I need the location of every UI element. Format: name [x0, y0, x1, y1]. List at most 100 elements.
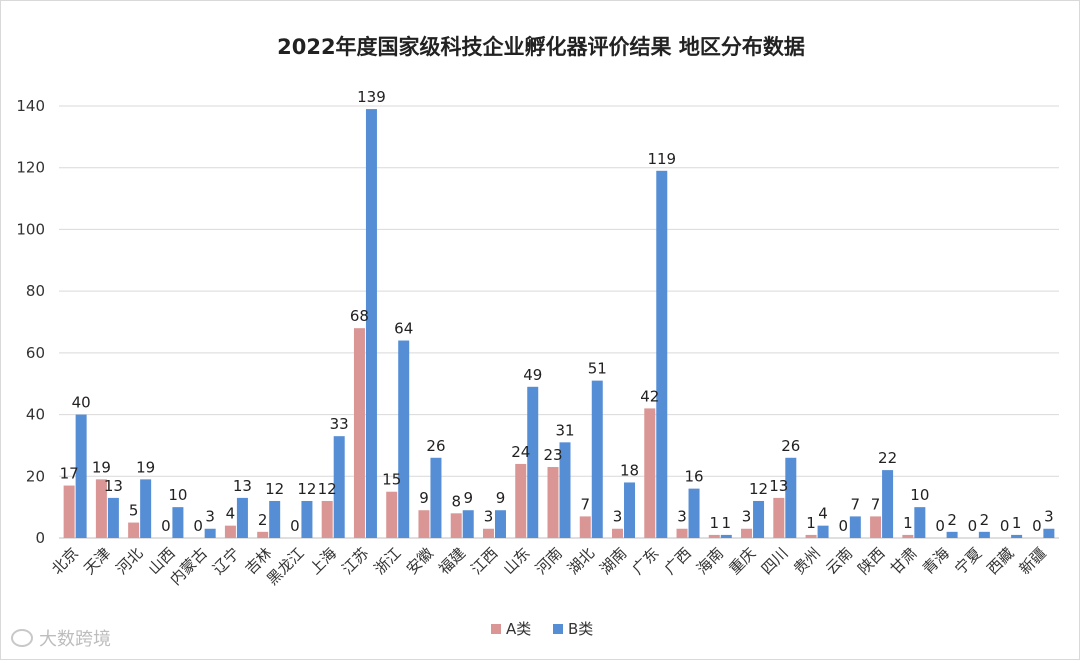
x-tick-label: 河北: [113, 544, 147, 578]
watermark: 大数跨境: [11, 625, 111, 651]
data-label: 18: [620, 461, 639, 479]
y-tick-label: 120: [16, 159, 45, 177]
bar-b: [882, 470, 894, 538]
y-tick-label: 100: [16, 220, 45, 238]
bar-a: [321, 500, 333, 538]
data-label: 9: [496, 489, 506, 507]
bar-a: [805, 534, 817, 538]
bar-b: [1011, 534, 1023, 538]
y-tick-label: 140: [16, 97, 45, 115]
data-label: 12: [318, 480, 337, 498]
data-label: 13: [104, 477, 123, 495]
x-tick-label: 广西: [661, 544, 695, 578]
data-label: 7: [851, 495, 861, 513]
x-tick-label: 辽宁: [209, 544, 243, 578]
bar-a: [224, 525, 236, 538]
bar-b: [494, 510, 506, 538]
bars: [63, 109, 1055, 539]
bar-b: [1043, 528, 1055, 538]
data-label: 2: [980, 511, 990, 529]
bar-a: [257, 531, 269, 538]
bar-a: [644, 408, 656, 538]
data-label: 40: [72, 394, 91, 412]
bar-a: [353, 328, 365, 538]
data-label: 3: [742, 508, 752, 526]
data-label: 0: [193, 517, 203, 535]
data-label: 3: [205, 508, 215, 526]
data-label: 15: [382, 471, 401, 489]
bar-b: [462, 510, 474, 538]
data-label: 16: [684, 468, 703, 486]
bar-a: [515, 463, 527, 538]
legend-swatch: [491, 624, 501, 634]
data-label: 1: [806, 514, 816, 532]
data-label: 64: [394, 320, 413, 338]
data-label: 24: [511, 443, 530, 461]
bar-b: [559, 442, 571, 538]
x-tick-label: 河南: [532, 544, 566, 578]
data-label: 0: [290, 517, 300, 535]
bar-b: [430, 457, 442, 538]
data-label: 51: [588, 360, 607, 378]
data-label: 4: [818, 505, 828, 523]
data-label: 119: [647, 150, 676, 168]
bar-b: [301, 500, 313, 538]
data-label: 3: [613, 508, 623, 526]
data-label: 0: [935, 517, 945, 535]
x-tick-label: 甘肃: [887, 544, 921, 578]
x-tick-label: 陕西: [854, 544, 888, 578]
data-label: 2: [258, 511, 268, 529]
legend-swatch: [553, 624, 563, 634]
bar-a: [128, 522, 140, 538]
bar-b: [527, 386, 539, 538]
data-label: 10: [168, 486, 187, 504]
legend: A类 B类: [491, 620, 593, 638]
bar-b: [140, 479, 152, 538]
bar-b: [656, 170, 668, 539]
bar-b: [75, 414, 87, 538]
bar-a: [450, 513, 462, 538]
x-tick-label: 宁夏: [951, 544, 985, 578]
x-tick-label: 四川: [758, 544, 792, 578]
bar-b: [591, 380, 603, 538]
x-tick-label: 湖北: [564, 544, 598, 578]
data-label: 1: [722, 514, 732, 532]
y-tick-label: 80: [26, 282, 45, 300]
bar-b: [688, 488, 700, 538]
chart-title: 2022年度国家级科技企业孵化器评价结果 地区分布数据: [277, 35, 805, 59]
data-label: 8: [451, 492, 461, 510]
bar-b: [624, 482, 636, 538]
y-tick-label: 40: [26, 406, 45, 424]
data-label: 7: [580, 495, 590, 513]
data-label: 3: [1044, 508, 1054, 526]
data-label: 3: [677, 508, 687, 526]
data-label: 33: [330, 415, 349, 433]
x-tick-label: 江西: [467, 544, 501, 578]
watermark-text: 大数跨境: [39, 629, 111, 650]
bar-a: [741, 528, 753, 538]
y-tick-label: 20: [26, 467, 45, 485]
data-label: 31: [555, 421, 574, 439]
bar-a: [676, 528, 688, 538]
data-label: 12: [265, 480, 284, 498]
data-label: 17: [60, 465, 79, 483]
x-tick-label: 湖南: [596, 544, 630, 578]
bar-a: [612, 528, 624, 538]
legend-label: A类: [506, 620, 531, 638]
bar-a: [386, 491, 398, 538]
data-label: 1: [710, 514, 720, 532]
bar-a: [418, 510, 430, 538]
x-tick-label: 山东: [500, 544, 534, 578]
data-label: 19: [136, 458, 155, 476]
data-label: 9: [463, 489, 473, 507]
data-label: 13: [769, 477, 788, 495]
y-tick-label: 60: [26, 344, 45, 362]
data-label: 23: [543, 446, 562, 464]
bar-b: [753, 500, 765, 538]
data-label: 42: [640, 387, 659, 405]
data-label: 22: [878, 449, 897, 467]
x-tick-label: 天津: [80, 544, 114, 578]
bar-a: [579, 516, 591, 538]
data-label: 10: [910, 486, 929, 504]
bar-b: [817, 525, 829, 538]
